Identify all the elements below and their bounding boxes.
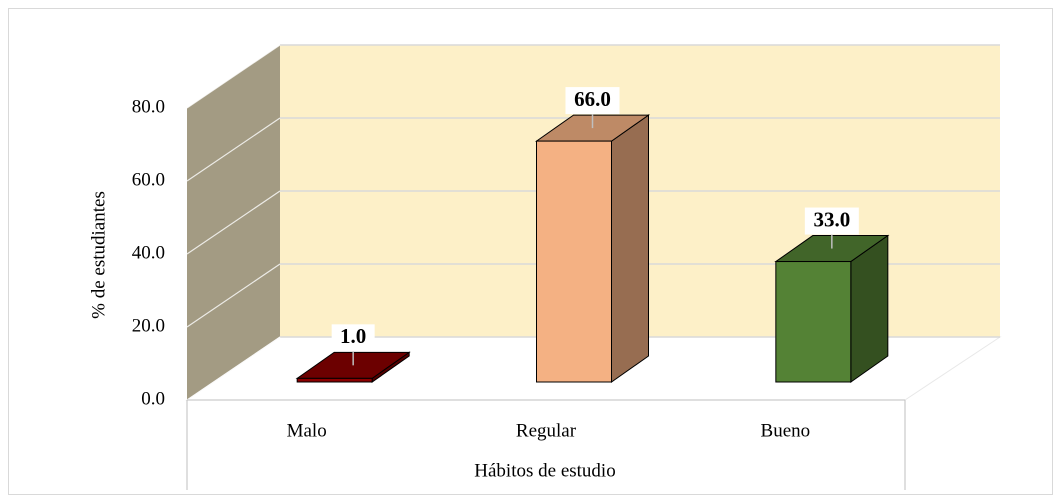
bar bbox=[775, 261, 852, 383]
data-label: 33.0 bbox=[813, 207, 850, 231]
data-label: 66.0 bbox=[574, 87, 611, 111]
y-tick-label: 0.0 bbox=[141, 388, 165, 409]
bar-side-shade bbox=[850, 235, 888, 382]
side-grid-line bbox=[186, 44, 281, 109]
y-tick-label: 80.0 bbox=[132, 96, 165, 117]
side-grid-line bbox=[186, 336, 281, 401]
x-axis-title: Hábitos de estudio bbox=[474, 460, 615, 481]
data-label-box bbox=[804, 207, 859, 235]
x-tick-label: Malo bbox=[287, 420, 327, 441]
y-tick-label: 60.0 bbox=[132, 169, 165, 190]
data-label: 1.0 bbox=[340, 324, 366, 348]
data-label-box bbox=[565, 87, 620, 115]
y-tick-label: 40.0 bbox=[132, 242, 165, 263]
bar-side-shade bbox=[372, 352, 410, 382]
x-tick-label: Regular bbox=[516, 420, 577, 441]
x-tick-label: Bueno bbox=[761, 420, 811, 441]
y-axis-title: % de estudiantes bbox=[88, 191, 109, 319]
y-tick-label: 20.0 bbox=[132, 315, 165, 336]
bar bbox=[536, 140, 612, 383]
side-grid-line bbox=[186, 263, 281, 328]
bar-side-shade bbox=[611, 115, 649, 382]
data-label-box bbox=[331, 324, 375, 352]
side-grid-line bbox=[186, 117, 281, 182]
bar bbox=[296, 377, 373, 383]
side-grid-line bbox=[186, 190, 281, 255]
